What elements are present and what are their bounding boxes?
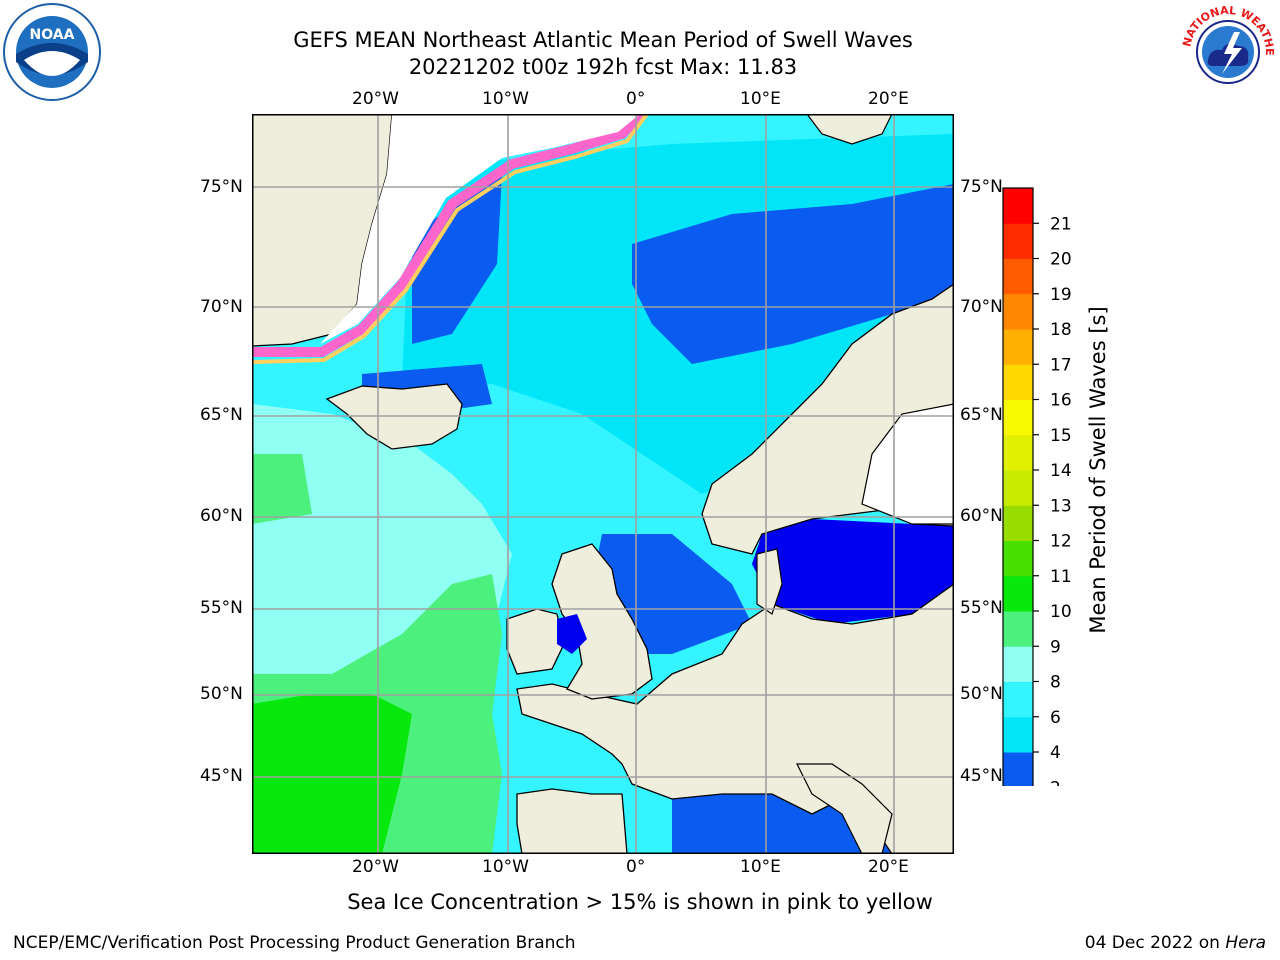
nws-logo: NATIONAL WEATHER SERVICE (1178, 2, 1276, 99)
lat-label-left-70n: 70°N (200, 297, 243, 317)
map-title: GEFS MEAN Northeast Atlantic Mean Period… (293, 28, 913, 52)
lat-label-left-45n: 45°N (200, 766, 243, 786)
lon-label-top-0: 0° (626, 89, 646, 109)
colorbar-tick-label: 18 (1050, 320, 1072, 340)
colorbar-segment (1003, 716, 1033, 753)
colorbar-tick-label: 8 (1050, 673, 1061, 693)
colorbar-segment (1003, 223, 1033, 259)
lon-label-top-20e: 20°E (868, 89, 909, 109)
lon-label-bottom-20e: 20°E (868, 857, 909, 877)
colorbar-segment (1003, 540, 1033, 577)
lon-label-bottom-0: 0° (626, 857, 646, 877)
colorbar-tick-label: 13 (1050, 496, 1072, 516)
colorbar-segment (1003, 611, 1033, 647)
lat-label-right-55n: 55°N (960, 598, 1003, 618)
colorbar-title: Mean Period of Swell Waves [s] (1086, 306, 1110, 634)
colorbar-tick-label: 21 (1050, 214, 1072, 234)
colorbar-segment (1003, 293, 1033, 330)
lon-label-bottom-10e: 10°E (740, 857, 781, 877)
colorbar-segment (1003, 258, 1033, 295)
colorbar-segment (1003, 752, 1033, 786)
colorbar-tick-label: 2 (1050, 778, 1061, 786)
gulf-of-bothnia (861, 403, 954, 525)
lat-label-left-75n: 75°N (200, 177, 243, 197)
colorbar: 2 4 6 8 9 10 11 12 13 14 15 16 17 18 19 20 21 (1002, 187, 1072, 786)
colorbar-tick-label: 12 (1050, 532, 1072, 552)
colorbar-tick-label: 19 (1050, 285, 1072, 305)
noaa-logo-text: NOAA (30, 27, 75, 43)
sea-ice-edge-yellow (252, 114, 649, 364)
lat-label-left-55n: 55°N (200, 598, 243, 618)
colorbar-segment (1003, 364, 1033, 400)
gridlines (252, 114, 954, 854)
land-italy (796, 763, 893, 854)
footer-date: 04 Dec 2022 on Hera (1085, 933, 1266, 953)
lat-label-left-60n: 60°N (200, 506, 243, 526)
swell-region-2-4s (412, 174, 502, 344)
colorbar-segment (1003, 329, 1033, 365)
land-iberia (516, 788, 628, 854)
lat-label-right-70n: 70°N (960, 297, 1003, 317)
footer-machine: Hera (1225, 933, 1266, 953)
land-denmark (756, 548, 783, 615)
colorbar-segment (1003, 505, 1033, 541)
swell-period-map (252, 114, 954, 854)
lat-label-right-60n: 60°N (960, 506, 1003, 526)
sea-ice-edge (252, 114, 646, 357)
colorbar-tick-label: 15 (1050, 426, 1072, 446)
lon-label-top-10w: 10°W (482, 89, 529, 109)
colorbar-segment (1003, 188, 1033, 224)
colorbar-segment (1003, 470, 1033, 506)
lat-label-right-65n: 65°N (960, 405, 1003, 425)
colorbar-tick-label: 4 (1050, 743, 1061, 763)
lat-label-right-50n: 50°N (960, 684, 1003, 704)
colorbar-tick-label: 14 (1050, 461, 1072, 481)
land-svalbard (806, 114, 893, 145)
irish-sea-region (557, 614, 587, 654)
lat-label-left-65n: 65°N (200, 405, 243, 425)
footer-credit: NCEP/EMC/Verification Post Processing Pr… (13, 933, 576, 953)
colorbar-tick-label: 11 (1050, 567, 1072, 587)
footer-date-text: 04 Dec 2022 on (1084, 933, 1220, 953)
lon-label-bottom-20w: 20°W (352, 857, 399, 877)
colorbar-segment (1003, 399, 1033, 436)
colorbar-segment (1003, 434, 1033, 471)
lat-label-right-75n: 75°N (960, 177, 1003, 197)
colorbar-tick-label: 17 (1050, 355, 1072, 375)
colorbar-tick-label: 16 (1050, 391, 1072, 411)
colorbar-segment (1003, 646, 1033, 682)
colorbar-frame (1002, 187, 1034, 786)
baltic-region-lt2s (752, 519, 954, 624)
lon-label-top-20w: 20°W (352, 89, 399, 109)
colorbar-segment (1003, 575, 1033, 612)
map-frame (252, 114, 954, 854)
sea-ice-area (320, 114, 640, 344)
swell-region-10-11s (252, 694, 412, 854)
map-subtitle: 20221202 t00z 192h fcst Max: 11.83 (408, 55, 798, 79)
sea-ice-caption: Sea Ice Concentration > 15% is shown in … (347, 890, 933, 914)
colorbar-tick-label: 20 (1050, 250, 1072, 270)
lon-label-bottom-10w: 10°W (482, 857, 529, 877)
colorbar-tick-label: 10 (1050, 602, 1072, 622)
noaa-logo: NOAA (3, 3, 101, 101)
lon-label-top-10e: 10°E (740, 89, 781, 109)
colorbar-segment (1003, 681, 1033, 718)
colorbar-tick-label: 6 (1050, 708, 1061, 728)
swell-region-2-4s (632, 184, 954, 364)
colorbar-tick-label: 9 (1050, 637, 1061, 657)
lat-label-left-50n: 50°N (200, 684, 243, 704)
lat-label-right-45n: 45°N (960, 766, 1003, 786)
swell-region-9-10s (252, 454, 312, 524)
